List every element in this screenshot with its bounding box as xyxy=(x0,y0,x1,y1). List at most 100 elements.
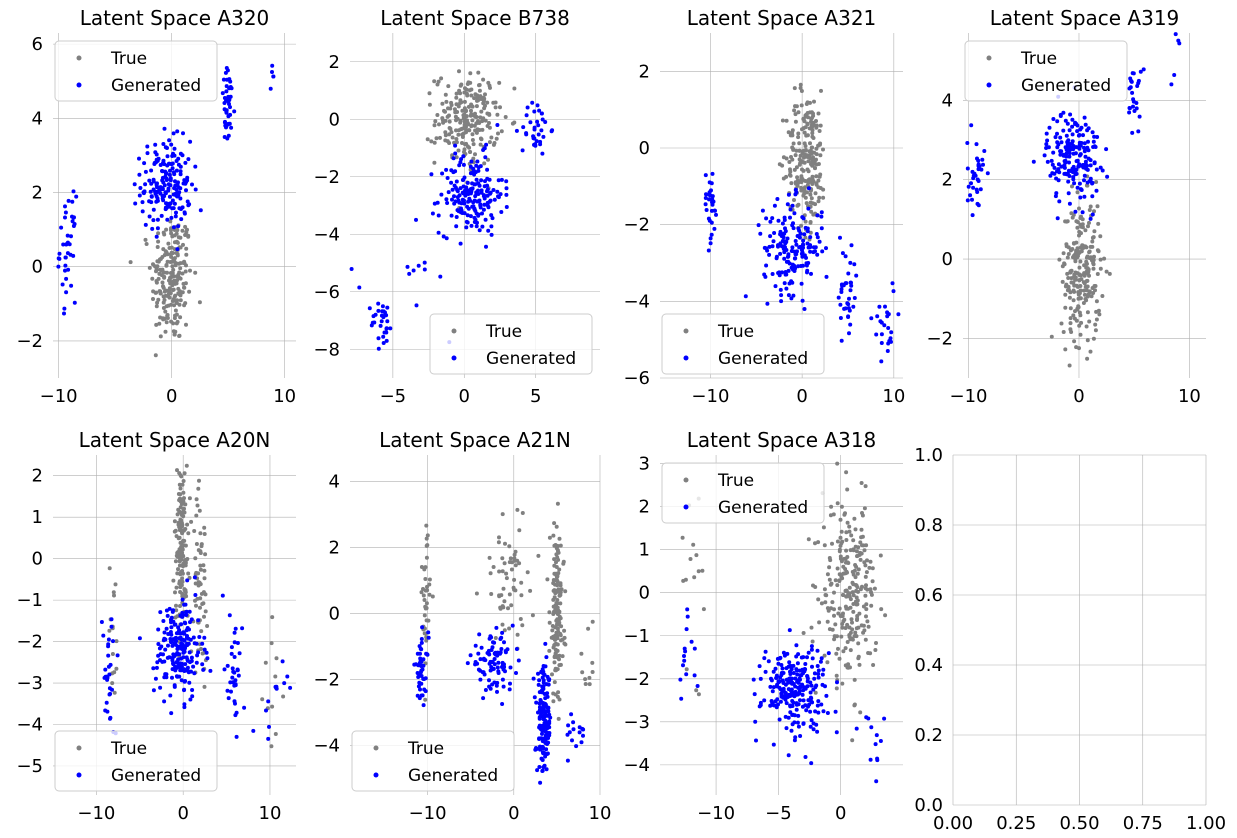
scatter-point xyxy=(888,336,893,341)
scatter-point xyxy=(815,703,820,708)
scatter-point xyxy=(444,236,449,241)
scatter-point xyxy=(801,238,806,243)
scatter-point xyxy=(184,628,189,633)
scatter-point xyxy=(1077,265,1082,270)
scatter-point xyxy=(810,656,815,661)
scatter-point xyxy=(805,154,809,159)
scatter-point xyxy=(709,188,713,193)
scatter-point xyxy=(793,239,798,243)
scatter-point xyxy=(202,568,207,573)
scatter-point xyxy=(879,359,884,364)
scatter-point xyxy=(499,210,504,214)
scatter-point xyxy=(825,619,830,624)
scatter-point xyxy=(520,148,525,153)
scatter-point xyxy=(500,512,505,517)
legend-label: Generated xyxy=(718,349,808,369)
scatter-point xyxy=(388,326,393,331)
scatter-point xyxy=(563,589,568,594)
scatter-point xyxy=(178,644,183,649)
scatter-point xyxy=(864,543,869,548)
scatter-point xyxy=(154,152,159,157)
scatter-point xyxy=(418,651,422,656)
scatter-point xyxy=(782,256,787,261)
scatter-point xyxy=(188,268,192,273)
scatter-point xyxy=(581,733,585,738)
scatter-point xyxy=(581,727,586,732)
scatter-point xyxy=(184,463,189,468)
scatter-point xyxy=(72,215,76,220)
scatter-point xyxy=(842,306,847,311)
scatter-point xyxy=(234,734,239,739)
scatter-point xyxy=(510,121,515,126)
scatter-point xyxy=(856,567,861,572)
scatter-point xyxy=(517,561,522,566)
y-tick-label: 0 xyxy=(942,249,953,270)
y-tick-label: −2 xyxy=(16,632,43,653)
scatter-point xyxy=(56,256,61,261)
scatter-point xyxy=(465,220,470,225)
scatter-point xyxy=(452,107,457,112)
scatter-point xyxy=(556,716,561,721)
scatter-point xyxy=(154,279,159,283)
y-tick-label: 0 xyxy=(639,138,650,159)
scatter-point xyxy=(443,92,448,97)
scatter-point xyxy=(799,103,804,108)
scatter-point xyxy=(795,720,800,725)
scatter-point xyxy=(790,245,795,250)
scatter-point xyxy=(849,283,854,288)
scatter-point xyxy=(793,180,798,185)
scatter-point xyxy=(1078,127,1083,132)
scatter-point xyxy=(1077,162,1082,167)
scatter-point xyxy=(164,626,169,631)
scatter-point xyxy=(193,270,198,275)
scatter-point xyxy=(462,198,466,203)
legend-label: True xyxy=(110,739,147,759)
scatter-point xyxy=(483,217,488,222)
scatter-point xyxy=(470,104,475,109)
scatter-point xyxy=(1105,174,1110,179)
scatter-point xyxy=(814,232,819,236)
scatter-point xyxy=(198,563,203,568)
scatter-point xyxy=(473,643,478,648)
scatter-point xyxy=(267,724,271,729)
scatter-point xyxy=(783,270,788,274)
scatter-point xyxy=(478,203,483,208)
scatter-point xyxy=(570,738,574,743)
scatter-point xyxy=(815,235,820,240)
subplot-title: Latent Space A20N xyxy=(79,428,271,452)
scatter-point xyxy=(532,127,537,132)
scatter-point xyxy=(868,587,873,592)
scatter-point xyxy=(545,691,550,696)
scatter-point xyxy=(1131,97,1136,102)
scatter-point xyxy=(427,592,432,597)
scatter-point xyxy=(443,138,448,143)
scatter-point xyxy=(155,660,160,665)
scatter-point xyxy=(430,594,435,599)
scatter-point xyxy=(790,223,795,228)
scatter-point xyxy=(975,177,980,182)
legend-box xyxy=(429,313,593,375)
scatter-point xyxy=(877,304,882,309)
scatter-point xyxy=(225,663,230,668)
scatter-point xyxy=(497,80,502,85)
scatter-point xyxy=(817,129,822,133)
scatter-point xyxy=(500,556,505,561)
scatter-point xyxy=(228,94,233,99)
subplot-title: Latent Space A319 xyxy=(990,6,1180,30)
scatter-point xyxy=(478,142,483,147)
scatter-point xyxy=(849,243,854,248)
scatter-point xyxy=(197,635,202,639)
scatter-point xyxy=(1055,119,1060,124)
scatter-point xyxy=(1088,349,1093,354)
scatter-point xyxy=(792,108,797,113)
scatter-point xyxy=(451,156,456,161)
scatter-point xyxy=(1071,298,1076,303)
scatter-point xyxy=(857,662,862,667)
scatter-point xyxy=(973,173,978,178)
scatter-point xyxy=(862,628,867,633)
scatter-point xyxy=(204,650,209,655)
scatter-point xyxy=(784,701,789,706)
